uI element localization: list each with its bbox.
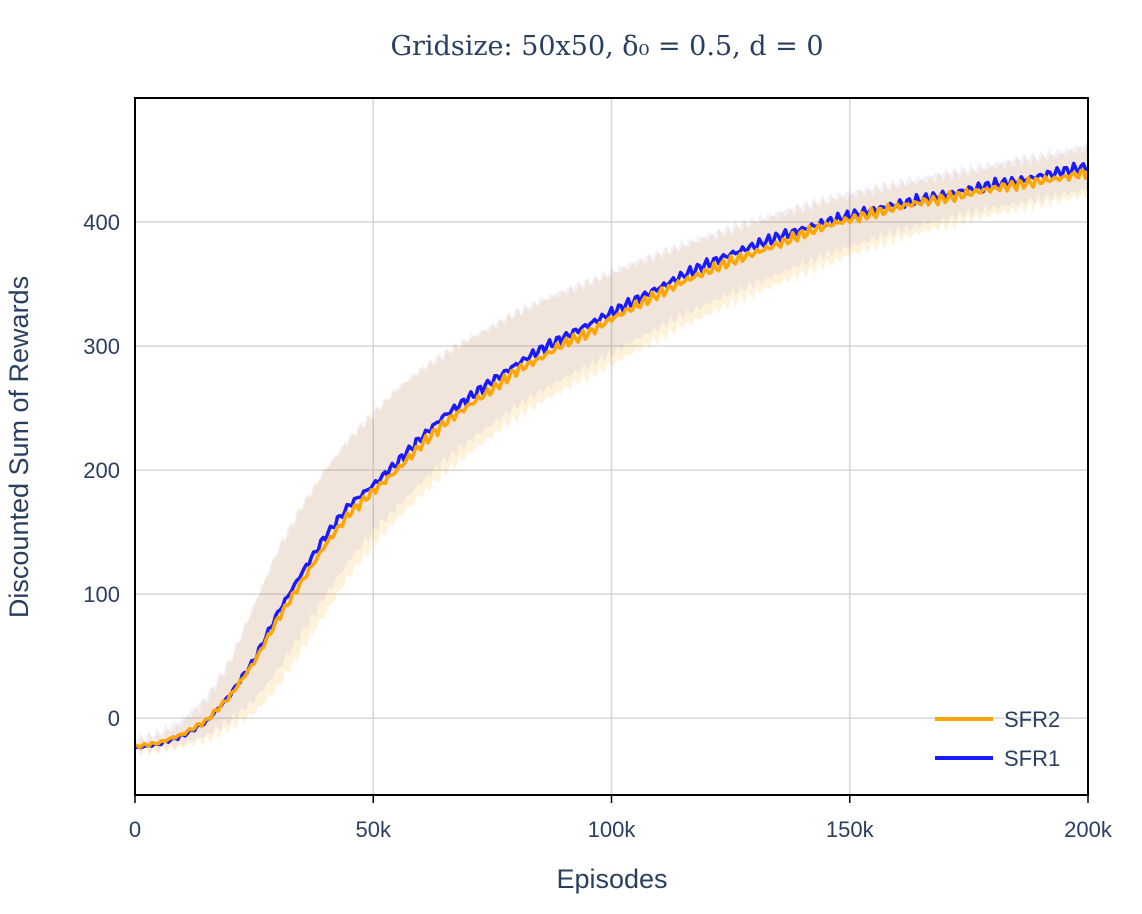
series-line-sfr2 [134,168,1090,750]
y-tick-label-0: 0 [108,706,120,731]
legend-label-sfr1: SFR1 [1004,746,1060,771]
y-tick-label-2: 200 [83,458,120,483]
chart-title: Gridsize: 50x50, δ₀ = 0.5, d = 0 [390,31,823,62]
series-lines [134,161,1090,750]
x-tick-label-1: 50k [356,817,392,842]
x-tick-label-0: 0 [129,817,141,842]
legend-item-sfr2[interactable]: SFR2 [935,707,1060,732]
y-axis-title: Discounted Sum of Rewards [4,276,34,618]
legend-item-sfr1[interactable]: SFR1 [935,746,1060,771]
x-axis-ticks: 0 50k 100k 150k 200k [129,795,1113,842]
x-axis-title: Episodes [556,864,667,894]
y-axis-ticks: 0 100 200 300 400 [83,210,120,731]
legend: SFR2 SFR1 [935,707,1060,771]
legend-label-sfr2: SFR2 [1004,707,1060,732]
x-tick-label-3: 150k [826,817,875,842]
x-tick-label-4: 200k [1064,817,1113,842]
x-tick-label-2: 100k [588,817,637,842]
y-tick-label-1: 100 [83,582,120,607]
y-tick-label-3: 300 [83,334,120,359]
y-tick-label-4: 400 [83,210,120,235]
